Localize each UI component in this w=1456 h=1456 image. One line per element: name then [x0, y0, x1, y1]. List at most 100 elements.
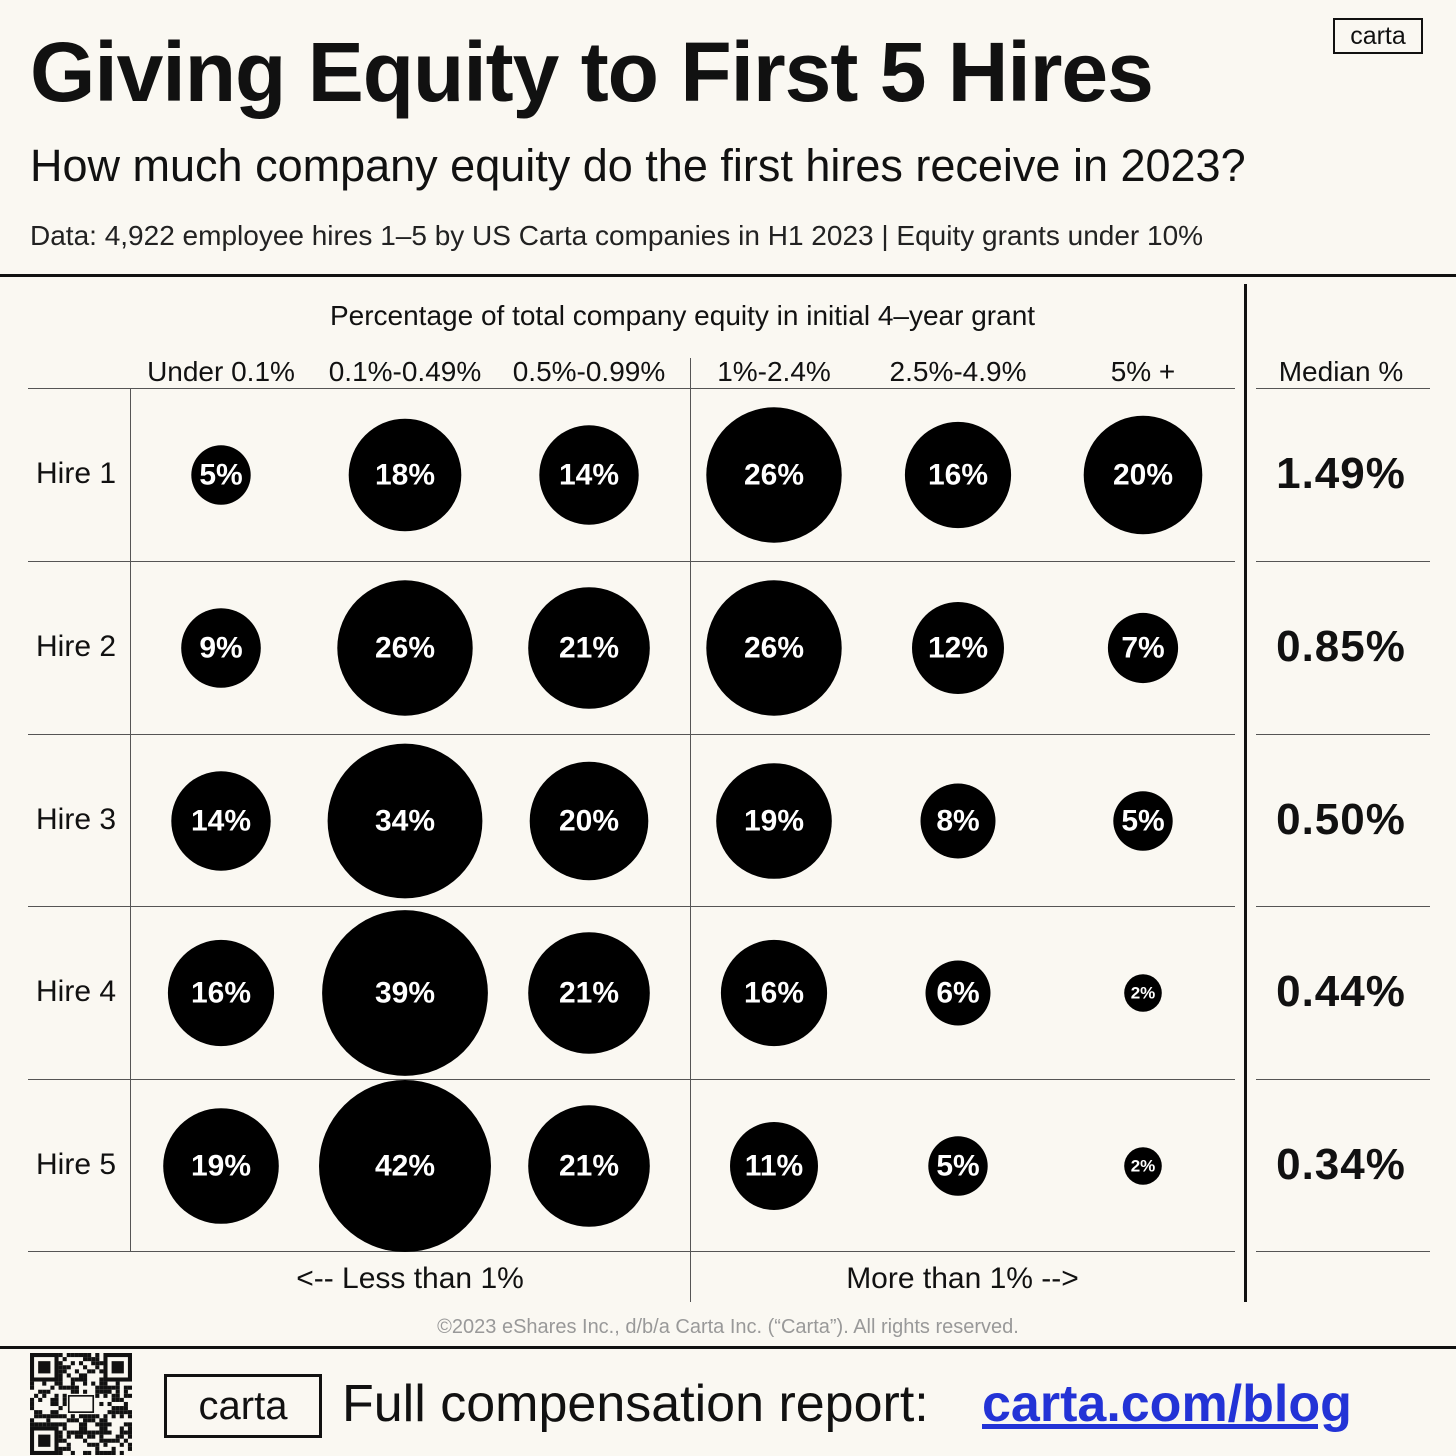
- median-row-divider: [1256, 388, 1430, 389]
- bubble: [1124, 974, 1162, 1012]
- column-header: 0.1%-0.49%: [328, 356, 482, 387]
- bubble-label: 20%: [559, 805, 619, 838]
- bubble: [1083, 415, 1203, 535]
- bubble-label: 12%: [928, 632, 988, 665]
- data-note: Data: 4,922 employee hires 1–5 by US Car…: [30, 220, 1204, 251]
- median-value: 0.44%: [1276, 967, 1406, 1016]
- row-divider: [28, 734, 1235, 735]
- more-than-1-label: More than 1% -->: [846, 1262, 1079, 1295]
- copyright-notice: ©2023 eShares Inc., d/b/a Carta Inc. (“C…: [437, 1316, 1019, 1338]
- median-row-divider: [1256, 561, 1430, 562]
- one-percent-divider: [690, 358, 691, 1302]
- hire-label: Hire 3: [36, 803, 117, 836]
- bubble-label: 11%: [745, 1150, 803, 1183]
- footer-divider: [0, 1346, 1456, 1349]
- column-group-label: Percentage of total company equity in in…: [329, 300, 1036, 331]
- bubble-label: 42%: [375, 1150, 435, 1183]
- bubble: [1107, 612, 1179, 684]
- bubble-label: 14%: [559, 459, 619, 492]
- bubble-label: 5%: [1121, 805, 1164, 838]
- qr-code-icon: [30, 1353, 132, 1455]
- bubble: [706, 580, 842, 716]
- bubble: [319, 1080, 491, 1252]
- bubble: [191, 445, 251, 505]
- bubble-label: 2%: [1131, 1157, 1156, 1176]
- bubble: [337, 580, 473, 716]
- bubble: [528, 587, 650, 709]
- bubble: [181, 608, 261, 688]
- bubble-label: 5%: [936, 1150, 979, 1183]
- bubble-label: 20%: [1113, 459, 1173, 492]
- header-divider: [0, 274, 1456, 277]
- bubble: [348, 418, 462, 532]
- bubble: [928, 1136, 988, 1196]
- bubble-label: 34%: [375, 805, 435, 838]
- bubble: [171, 771, 271, 871]
- bubble-label: 21%: [559, 977, 619, 1010]
- bubble: [912, 602, 1004, 694]
- median-value: 0.50%: [1276, 795, 1406, 844]
- report-link[interactable]: carta.com/blog: [982, 1375, 1352, 1433]
- hire-label: Hire 4: [36, 975, 117, 1008]
- column-header: 1%-2.4%: [717, 356, 831, 387]
- median-divider: [1244, 284, 1247, 1302]
- bubble-label: 16%: [191, 977, 251, 1010]
- bubble-label: 39%: [375, 977, 435, 1010]
- median-row-divider: [1256, 734, 1430, 735]
- bubble-label: 21%: [559, 1150, 619, 1183]
- row-divider: [28, 388, 1235, 389]
- bubble: [1113, 791, 1173, 851]
- bubble: [920, 783, 996, 859]
- row-divider: [28, 1251, 1235, 1252]
- bubble-label: 14%: [191, 805, 251, 838]
- median-value: 0.85%: [1276, 622, 1406, 671]
- bubble: [539, 425, 639, 525]
- hire-label: Hire 5: [36, 1148, 117, 1181]
- bubble: [528, 932, 650, 1054]
- bubble-label: 16%: [928, 459, 988, 492]
- bubble: [327, 743, 483, 899]
- bubble-label: 8%: [936, 805, 979, 838]
- bubble: [322, 910, 488, 1076]
- bubble-label: 6%: [936, 977, 979, 1010]
- bubble-label: 7%: [1121, 632, 1164, 665]
- bubble-label: 26%: [744, 632, 804, 665]
- carta-logo: carta: [1333, 18, 1423, 54]
- hire-label: Hire 1: [36, 457, 117, 490]
- median-row-divider: [1256, 1079, 1430, 1080]
- carta-logo-footer: carta: [164, 1374, 322, 1438]
- column-header: Under 0.1%: [147, 356, 295, 387]
- bubble-label: 19%: [191, 1150, 251, 1183]
- report-label: Full compensation report:: [342, 1375, 929, 1433]
- median-value: 1.49%: [1276, 449, 1406, 498]
- row-divider: [28, 1079, 1235, 1080]
- less-than-1-label: <-- Less than 1%: [296, 1262, 524, 1295]
- bubble-label: 5%: [199, 459, 242, 492]
- bubble: [528, 1105, 650, 1227]
- column-header: 5% +: [1110, 356, 1176, 387]
- bubble: [730, 1122, 818, 1210]
- bubble-label: 26%: [375, 632, 435, 665]
- row-divider: [28, 561, 1235, 562]
- bubble-label: 21%: [559, 632, 619, 665]
- bubble: [1124, 1147, 1162, 1185]
- bubble: [167, 939, 275, 1047]
- bubble: [706, 407, 842, 543]
- column-header: 2.5%-4.9%: [889, 356, 1027, 387]
- bubble-label: 16%: [744, 977, 804, 1010]
- bubble-label: 18%: [375, 459, 435, 492]
- column-header: 0.5%-0.99%: [512, 356, 666, 387]
- median-header: Median %: [1278, 356, 1404, 387]
- row-label-divider: [130, 388, 131, 1252]
- bubble: [720, 939, 828, 1047]
- hire-label: Hire 2: [36, 630, 117, 663]
- median-row-divider: [1256, 906, 1430, 907]
- median-value: 0.34%: [1276, 1140, 1406, 1189]
- median-row-divider: [1256, 1251, 1430, 1252]
- bubble: [529, 761, 649, 881]
- row-divider: [28, 906, 1235, 907]
- bubble: [904, 421, 1012, 529]
- bubble-label: 19%: [744, 805, 804, 838]
- bubble: [925, 960, 991, 1026]
